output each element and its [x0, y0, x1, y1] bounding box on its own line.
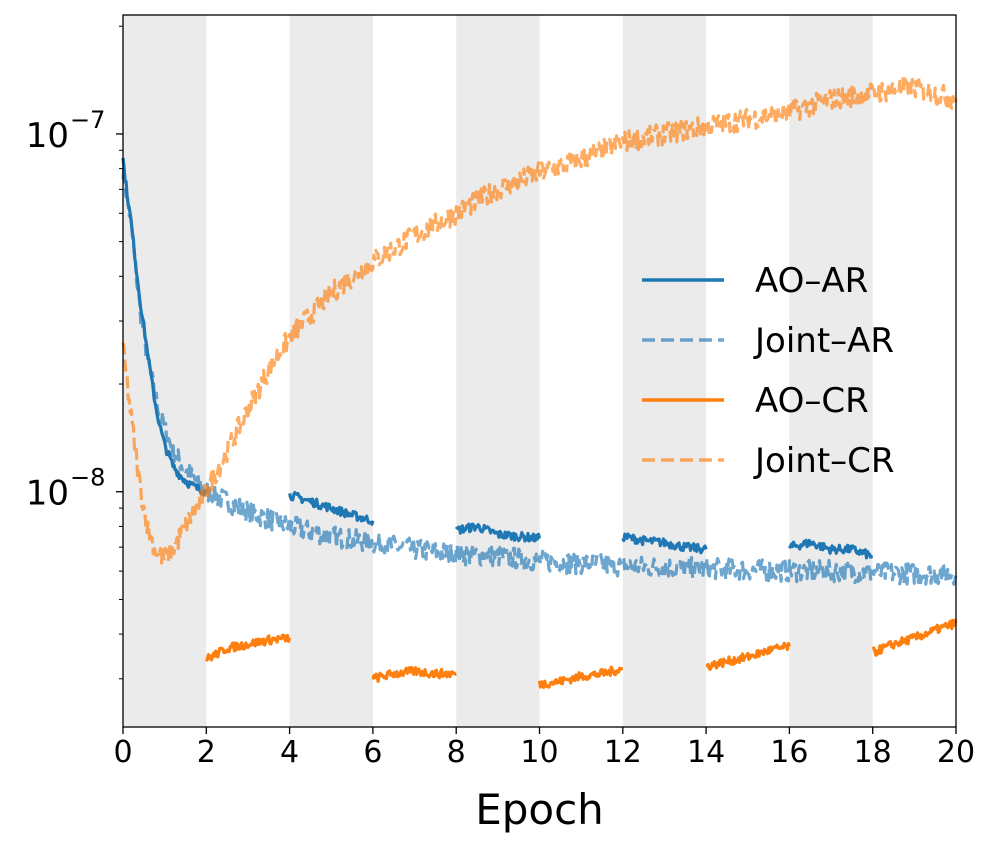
x-tick-label-4: 8 — [447, 735, 466, 770]
series-line-ao-cr-2 — [537, 665, 624, 689]
shaded-bands — [123, 15, 873, 727]
y-tick-exponent-0: −8 — [70, 464, 105, 492]
y-tick-exponent-1: −7 — [70, 106, 105, 134]
series-line-ao-ar-3 — [621, 532, 708, 555]
x-tick-label-2: 4 — [280, 735, 299, 770]
shaded-band-4 — [789, 15, 873, 727]
series-ao-ar — [121, 157, 874, 560]
shaded-band-0 — [123, 15, 207, 727]
x-axis: 0 2 4 6 8 10 12 14 16 18 20 — [113, 727, 975, 770]
series-line-ao-cr-4 — [871, 618, 958, 657]
x-tick-label-7: 14 — [687, 735, 725, 770]
series-line-ao-ar-0 — [121, 157, 208, 497]
legend-label-3: Joint–CR — [753, 441, 895, 481]
x-tick-label-5: 10 — [520, 735, 558, 770]
x-tick-label-6: 12 — [604, 735, 642, 770]
series-line-joint-cr-0 — [121, 76, 958, 565]
legend: AO–AR Joint–AR AO–CR Joint–CR — [642, 261, 895, 481]
y-tick-label-0: 10 — [26, 474, 69, 514]
x-tick-label-0: 0 — [113, 735, 132, 770]
y-tick-label-1: 10 — [26, 116, 69, 156]
series-ao-cr — [204, 618, 958, 689]
series-line-ao-ar-4 — [788, 538, 874, 560]
series-line-ao-ar-1 — [288, 490, 375, 526]
series-line-joint-ar-0 — [121, 165, 958, 586]
series-line-ao-cr-3 — [705, 641, 791, 671]
shaded-band-2 — [456, 15, 540, 727]
y-axis: 10−810−7 — [26, 25, 123, 680]
x-tick-label-8: 16 — [770, 735, 808, 770]
shaded-band-1 — [289, 15, 373, 727]
x-tick-label-1: 2 — [197, 735, 216, 770]
legend-label-2: AO–CR — [755, 381, 869, 421]
x-tick-label-10: 20 — [937, 735, 975, 770]
series-line-ao-cr-1 — [371, 665, 457, 683]
x-axis-label: Epoch — [475, 785, 604, 834]
series-joint-cr — [121, 76, 958, 565]
x-tick-label-3: 6 — [363, 735, 382, 770]
series-line-ao-ar-2 — [454, 522, 542, 543]
series-joint-ar — [121, 165, 958, 586]
series-line-ao-cr-0 — [204, 633, 292, 662]
legend-label-1: Joint–AR — [753, 321, 894, 361]
series-layer — [121, 76, 958, 689]
x-tick-label-9: 18 — [854, 735, 892, 770]
legend-label-0: AO–AR — [755, 261, 868, 301]
